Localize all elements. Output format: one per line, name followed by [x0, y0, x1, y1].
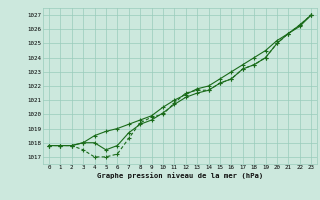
- X-axis label: Graphe pression niveau de la mer (hPa): Graphe pression niveau de la mer (hPa): [97, 172, 263, 179]
